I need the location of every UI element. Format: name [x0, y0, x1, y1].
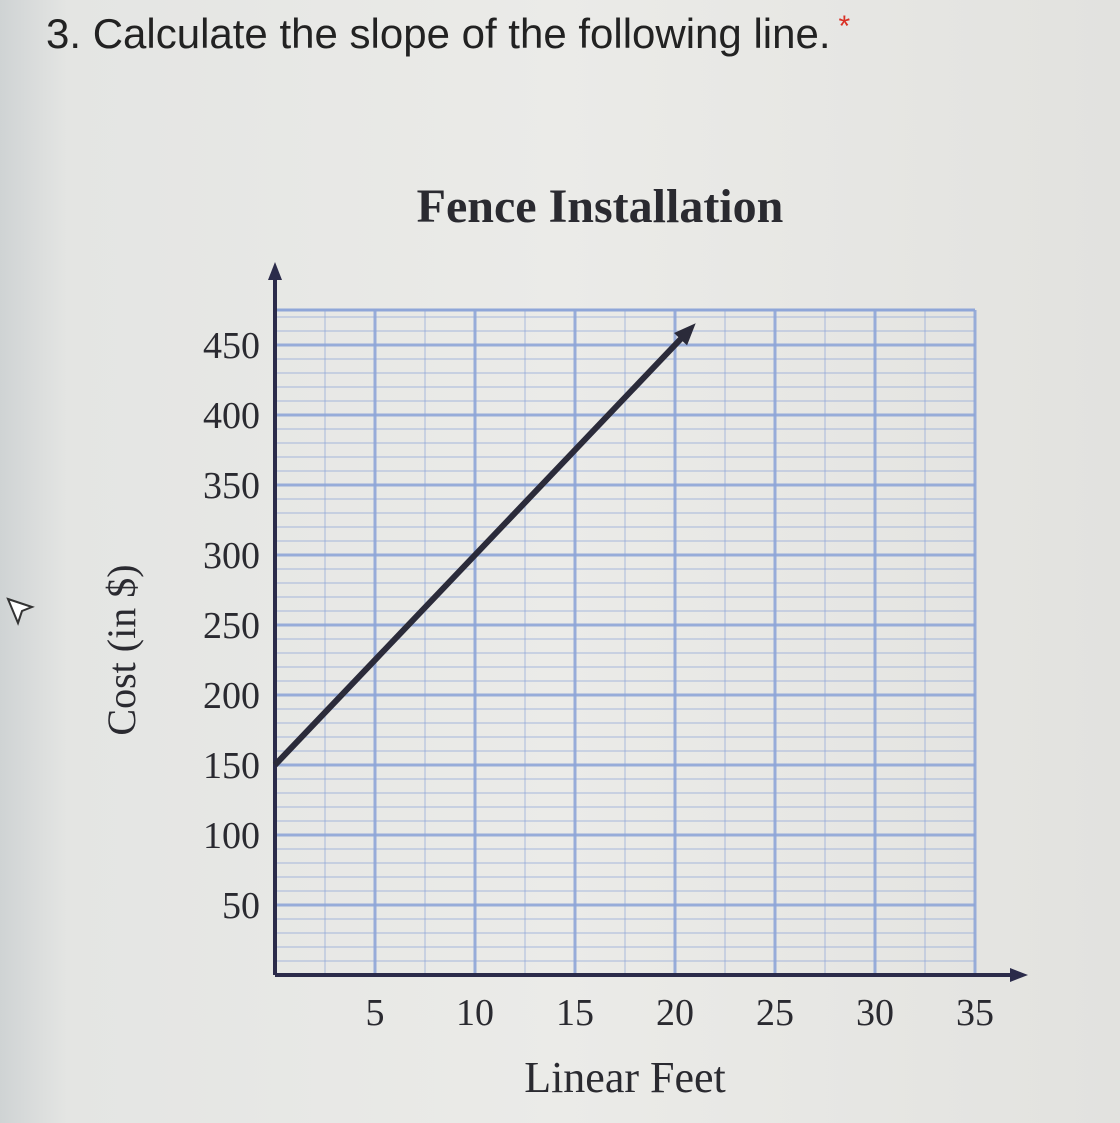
y-tick-label: 100	[203, 815, 260, 857]
y-axis-label: Cost (in $)	[99, 564, 144, 735]
x-axis-label: Linear Feet	[524, 1053, 726, 1102]
x-tick-label: 30	[856, 992, 894, 1034]
required-marker: *	[838, 10, 851, 43]
y-tick-label: 450	[203, 325, 260, 367]
line-arrow-icon	[674, 323, 696, 346]
axes	[268, 262, 1028, 982]
tick-labels: 5 10 15 20 25 30 35 50 100 150 200 250 300 350 400 450	[203, 325, 994, 1034]
mouse-cursor-icon	[6, 597, 35, 626]
x-axis-arrow-icon	[1010, 968, 1028, 982]
x-tick-label: 5	[366, 992, 385, 1034]
series	[272, 323, 696, 768]
y-tick-label: 250	[203, 605, 260, 647]
x-tick-label: 35	[956, 992, 994, 1034]
x-tick-label: 15	[556, 992, 594, 1034]
x-tick-label: 10	[456, 992, 494, 1034]
y-tick-label: 350	[203, 465, 260, 507]
question-title: 3. Calculate the slope of the following …	[46, 10, 850, 58]
x-tick-label: 20	[656, 992, 694, 1034]
x-tick-label: 25	[756, 992, 794, 1034]
y-tick-label: 150	[203, 745, 260, 787]
chart-title: Fence Installation	[417, 180, 784, 233]
y-tick-label: 200	[203, 675, 260, 717]
grid	[275, 308, 977, 975]
series-line	[272, 329, 690, 768]
y-tick-label: 300	[203, 535, 260, 577]
y-axis-arrow-icon	[268, 262, 282, 280]
y-tick-label: 50	[222, 885, 260, 927]
question-text: 3. Calculate the slope of the following …	[46, 10, 831, 57]
y-tick-label: 400	[203, 395, 260, 437]
